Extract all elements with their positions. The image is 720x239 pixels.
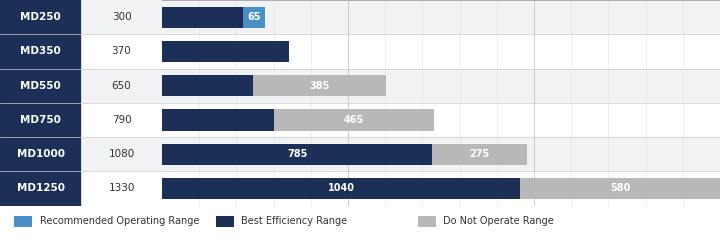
Bar <box>0 171 81 206</box>
Bar <box>162 103 720 137</box>
Bar <box>418 216 436 227</box>
Text: MD1000: MD1000 <box>17 149 65 159</box>
Text: MD350: MD350 <box>20 46 61 56</box>
Bar <box>0 34 81 69</box>
Text: 300: 300 <box>112 12 131 22</box>
Text: 275: 275 <box>469 149 490 159</box>
Bar <box>0 103 81 137</box>
Bar <box>81 103 162 137</box>
Bar <box>521 178 720 199</box>
Bar <box>162 75 253 96</box>
Text: MD1250: MD1250 <box>17 183 65 193</box>
Bar <box>433 144 527 165</box>
Bar <box>162 109 274 130</box>
Text: 1330: 1330 <box>108 183 135 193</box>
Bar <box>162 178 521 199</box>
Bar <box>162 144 433 165</box>
Text: 650: 650 <box>112 81 131 91</box>
Bar <box>162 69 720 103</box>
Bar <box>81 137 162 171</box>
Text: 790: 790 <box>112 115 131 125</box>
Bar <box>14 216 32 227</box>
Bar <box>162 171 720 206</box>
Text: 465: 465 <box>344 115 364 125</box>
Bar <box>162 137 720 171</box>
Text: 385: 385 <box>310 81 330 91</box>
Text: MD550: MD550 <box>20 81 61 91</box>
Text: Recommended Operating Range: Recommended Operating Range <box>40 217 199 226</box>
Text: 785: 785 <box>287 149 307 159</box>
Text: 65: 65 <box>248 12 261 22</box>
Bar <box>0 69 81 103</box>
Bar <box>81 69 162 103</box>
Text: MD250: MD250 <box>20 12 61 22</box>
Bar <box>243 6 266 28</box>
Text: Best Efficiency Range: Best Efficiency Range <box>241 217 347 226</box>
Bar <box>81 171 162 206</box>
Text: 1080: 1080 <box>109 149 135 159</box>
Bar <box>0 137 81 171</box>
Bar <box>216 216 234 227</box>
Bar <box>162 34 720 69</box>
Bar <box>162 0 720 34</box>
Bar <box>162 41 289 62</box>
Bar <box>253 75 386 96</box>
Bar <box>81 0 162 34</box>
Text: 1040: 1040 <box>328 183 355 193</box>
Text: 580: 580 <box>610 183 630 193</box>
Bar <box>0 0 81 34</box>
Bar <box>81 34 162 69</box>
Text: MD750: MD750 <box>20 115 61 125</box>
Bar <box>162 6 243 28</box>
Text: 370: 370 <box>112 46 131 56</box>
Text: Do Not Operate Range: Do Not Operate Range <box>443 217 554 226</box>
Bar <box>274 109 434 130</box>
